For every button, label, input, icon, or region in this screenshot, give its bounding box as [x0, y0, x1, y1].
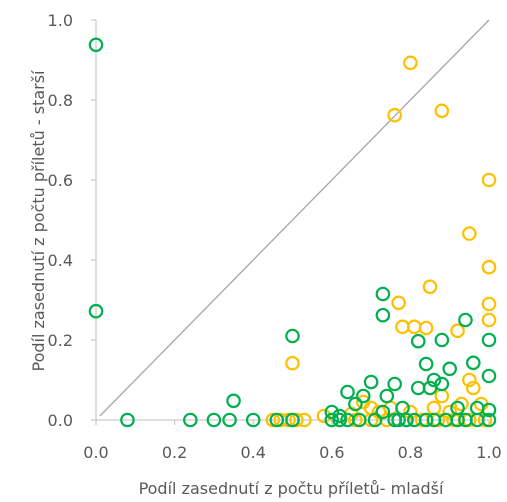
point-green: [426, 372, 442, 388]
point-yellow: [418, 320, 434, 336]
point-yellow: [391, 295, 406, 311]
point-green: [348, 396, 363, 412]
point-yellow: [316, 408, 332, 424]
point-green: [418, 356, 434, 372]
point-green: [226, 393, 241, 409]
point-green: [285, 328, 300, 344]
x-axis-label: Podíl zasednutí z počtu příletů- mladší: [139, 479, 444, 498]
point-green: [245, 412, 261, 428]
x-tick-label: 1.0: [476, 443, 501, 462]
x-tick-label: 0.4: [240, 443, 265, 462]
point-green: [324, 404, 340, 420]
point-green: [379, 388, 395, 404]
reference-line-layer: [99, 19, 490, 417]
point-green: [363, 374, 379, 390]
point-green: [375, 286, 391, 302]
point-yellow: [285, 355, 300, 371]
point-yellow: [454, 396, 469, 412]
data-points: [88, 37, 497, 428]
point-green: [410, 380, 426, 396]
point-green: [481, 368, 497, 384]
point-green: [183, 412, 198, 428]
point-green: [465, 355, 481, 371]
point-green: [375, 404, 391, 420]
y-tick-label: 0.0: [48, 411, 73, 430]
point-yellow: [434, 103, 450, 119]
point-yellow: [481, 172, 497, 188]
point-green: [352, 412, 367, 428]
point-green: [450, 412, 465, 428]
point-green: [410, 333, 426, 349]
point-yellow: [387, 107, 402, 123]
point-green: [88, 303, 104, 319]
point-green: [434, 376, 450, 392]
point-green: [442, 361, 457, 377]
point-green: [88, 37, 104, 53]
x-tick-label: 0.2: [162, 443, 187, 462]
point-yellow: [442, 404, 457, 420]
y-tick-label: 0.6: [48, 171, 73, 190]
point-green: [269, 412, 285, 428]
point-green: [481, 332, 497, 348]
point-yellow: [450, 323, 465, 339]
point-yellow: [462, 226, 477, 241]
point-green: [206, 412, 222, 428]
point-yellow: [403, 404, 418, 420]
point-yellow: [403, 55, 418, 71]
point-green: [387, 376, 402, 392]
point-yellow: [422, 279, 438, 295]
x-tick-label: 0.6: [319, 443, 344, 462]
point-green: [434, 332, 450, 348]
point-yellow: [289, 412, 304, 428]
point-green: [332, 408, 347, 424]
point-green: [332, 412, 347, 428]
point-green: [458, 312, 473, 328]
point-yellow: [434, 388, 450, 404]
point-yellow: [348, 412, 363, 428]
x-tick-label: 0.8: [398, 443, 423, 462]
axes: [91, 19, 490, 425]
y-tick-label: 0.2: [48, 331, 73, 350]
point-green: [367, 412, 383, 428]
point-yellow: [481, 296, 497, 312]
y-tick-label: 0.4: [48, 251, 73, 270]
point-green: [375, 307, 391, 323]
point-yellow: [407, 319, 422, 335]
point-green: [324, 412, 340, 428]
point-yellow: [481, 259, 497, 275]
point-green: [285, 412, 300, 428]
y-axis-label: Podíl zasednutí z počtu příletů - starší: [29, 70, 48, 372]
point-green: [481, 412, 497, 428]
point-yellow: [371, 404, 387, 420]
y-tick-label: 1.0: [48, 11, 73, 30]
x-tick-label: 0.0: [83, 443, 108, 462]
point-green: [391, 412, 406, 428]
point-green: [340, 384, 355, 400]
point-yellow: [465, 380, 481, 396]
point-yellow: [395, 319, 410, 335]
point-green: [399, 412, 414, 428]
tick-labels: 0.0 0.2 0.4 0.6 0.8 1.0 0.0 0.2 0.4 0.6 0.8 1.0: [48, 11, 502, 462]
point-green: [222, 412, 237, 428]
point-green: [418, 412, 434, 428]
point-yellow: [426, 400, 442, 416]
point-yellow: [462, 372, 477, 388]
y-tick-label: 0.8: [48, 91, 73, 110]
point-green: [355, 388, 371, 404]
point-yellow: [265, 412, 281, 428]
point-yellow: [481, 312, 497, 328]
diagonal-reference-line: [99, 19, 490, 417]
point-green: [481, 402, 497, 418]
point-green: [120, 412, 135, 428]
